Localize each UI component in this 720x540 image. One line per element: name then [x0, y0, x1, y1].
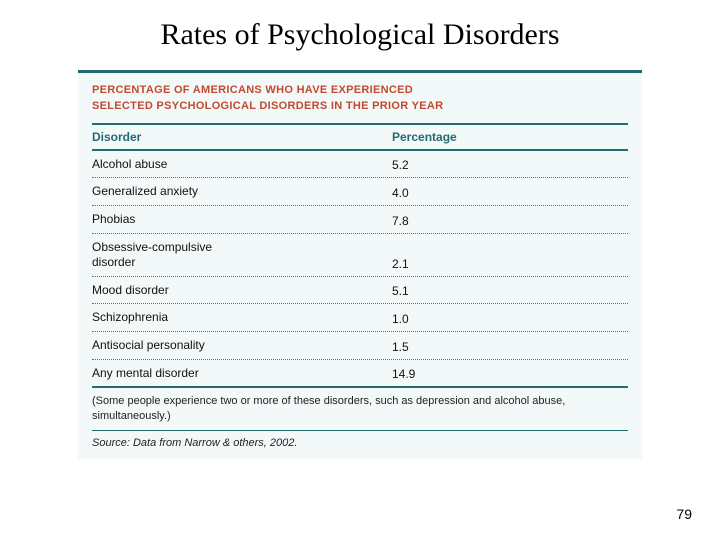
slide-title: Rates of Psychological Disorders: [0, 0, 720, 70]
cell-percentage: 1.5: [392, 340, 628, 354]
table-row: Obsessive-compulsive disorder2.1: [92, 234, 628, 277]
table-note: (Some people experience two or more of t…: [92, 388, 628, 431]
table-row: Mood disorder5.1: [92, 277, 628, 305]
cell-percentage: 1.0: [392, 312, 628, 326]
column-header-disorder: Disorder: [92, 130, 392, 144]
table-row: Alcohol abuse5.2: [92, 151, 628, 179]
page-number: 79: [676, 506, 692, 522]
column-header-percentage: Percentage: [392, 130, 628, 144]
cell-disorder: Schizophrenia: [92, 310, 392, 326]
table-row: Generalized anxiety4.0: [92, 178, 628, 206]
table-area: Disorder Percentage Alcohol abuse5.2Gene…: [78, 123, 642, 459]
cell-percentage: 7.8: [392, 214, 628, 228]
table-row: Antisocial personality1.5: [92, 332, 628, 360]
cell-disorder: Obsessive-compulsive disorder: [92, 240, 392, 271]
cell-disorder: Any mental disorder: [92, 366, 392, 382]
cell-disorder: Mood disorder: [92, 283, 392, 299]
cell-percentage: 2.1: [392, 257, 628, 271]
table-rows: Alcohol abuse5.2Generalized anxiety4.0Ph…: [92, 151, 628, 388]
cell-percentage: 4.0: [392, 186, 628, 200]
cell-disorder: Generalized anxiety: [92, 184, 392, 200]
cell-percentage: 5.2: [392, 158, 628, 172]
table-row: Schizophrenia1.0: [92, 304, 628, 332]
cell-disorder: Antisocial personality: [92, 338, 392, 354]
table-row: Phobias7.8: [92, 206, 628, 234]
table-row: Any mental disorder14.9: [92, 360, 628, 389]
card-header: PERCENTAGE OF AMERICANS WHO HAVE EXPERIE…: [78, 73, 642, 123]
cell-disorder: Alcohol abuse: [92, 157, 392, 173]
cell-disorder: Phobias: [92, 212, 392, 228]
table-source: Source: Data from Narrow & others, 2002.: [92, 431, 628, 459]
card-header-line-2: SELECTED PSYCHOLOGICAL DISORDERS IN THE …: [92, 99, 628, 115]
cell-percentage: 5.1: [392, 284, 628, 298]
cell-percentage: 14.9: [392, 367, 628, 381]
column-headers: Disorder Percentage: [92, 123, 628, 151]
card-header-line-1: PERCENTAGE OF AMERICANS WHO HAVE EXPERIE…: [92, 83, 628, 99]
disorders-table-card: PERCENTAGE OF AMERICANS WHO HAVE EXPERIE…: [78, 70, 642, 459]
